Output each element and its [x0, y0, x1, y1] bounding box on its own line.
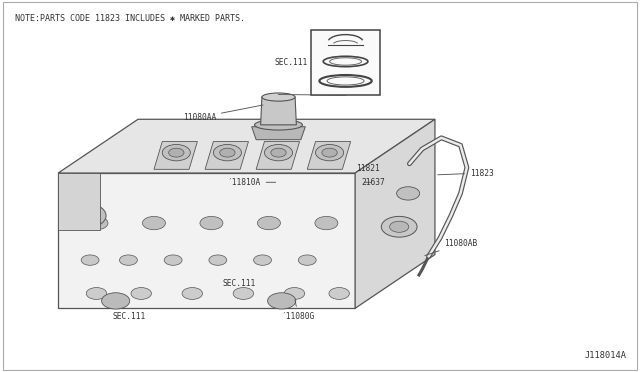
Circle shape [381, 217, 417, 237]
Circle shape [213, 144, 241, 161]
Text: SEC.111: SEC.111 [223, 279, 256, 288]
Circle shape [268, 293, 296, 309]
Text: ′11810A: ′11810A [227, 178, 276, 187]
Text: 11080AA: 11080AA [182, 105, 263, 122]
Ellipse shape [262, 93, 295, 101]
Text: 11821: 11821 [356, 164, 380, 173]
Circle shape [85, 217, 108, 230]
Circle shape [253, 255, 271, 265]
Text: SEC.111: SEC.111 [113, 312, 146, 321]
Polygon shape [252, 127, 305, 140]
Circle shape [61, 203, 106, 229]
Circle shape [316, 144, 344, 161]
Circle shape [315, 217, 338, 230]
Circle shape [86, 288, 107, 299]
Text: J118014A: J118014A [584, 351, 627, 360]
Circle shape [200, 217, 223, 230]
Circle shape [182, 288, 202, 299]
Circle shape [397, 187, 420, 200]
Circle shape [322, 148, 337, 157]
Circle shape [164, 255, 182, 265]
Polygon shape [307, 141, 351, 169]
Circle shape [329, 288, 349, 299]
Ellipse shape [255, 120, 303, 130]
Text: 11823: 11823 [438, 169, 494, 177]
Circle shape [169, 148, 184, 157]
Circle shape [257, 217, 280, 230]
Circle shape [220, 148, 235, 157]
Text: SEC.111: SEC.111 [275, 58, 308, 67]
Polygon shape [58, 119, 435, 173]
Circle shape [298, 255, 316, 265]
Circle shape [390, 221, 409, 232]
Polygon shape [355, 119, 435, 308]
Circle shape [264, 144, 292, 161]
Circle shape [233, 288, 253, 299]
Circle shape [131, 288, 152, 299]
Text: 11080AB: 11080AB [425, 239, 478, 256]
Polygon shape [154, 141, 197, 169]
Polygon shape [205, 141, 248, 169]
Circle shape [120, 255, 138, 265]
Polygon shape [256, 141, 300, 169]
Text: NOTE:PARTS CODE 11823 INCLUDES ✱ MARKED PARTS.: NOTE:PARTS CODE 11823 INCLUDES ✱ MARKED … [15, 14, 244, 23]
Polygon shape [58, 173, 355, 308]
Circle shape [271, 148, 286, 157]
Text: 21637: 21637 [362, 178, 385, 187]
Polygon shape [260, 97, 296, 125]
Circle shape [163, 144, 190, 161]
Polygon shape [58, 173, 100, 231]
Circle shape [143, 217, 166, 230]
Circle shape [284, 288, 305, 299]
Text: ′11080G: ′11080G [282, 300, 315, 321]
Circle shape [209, 255, 227, 265]
Bar [311, 31, 380, 95]
Circle shape [102, 293, 130, 309]
Circle shape [81, 255, 99, 265]
